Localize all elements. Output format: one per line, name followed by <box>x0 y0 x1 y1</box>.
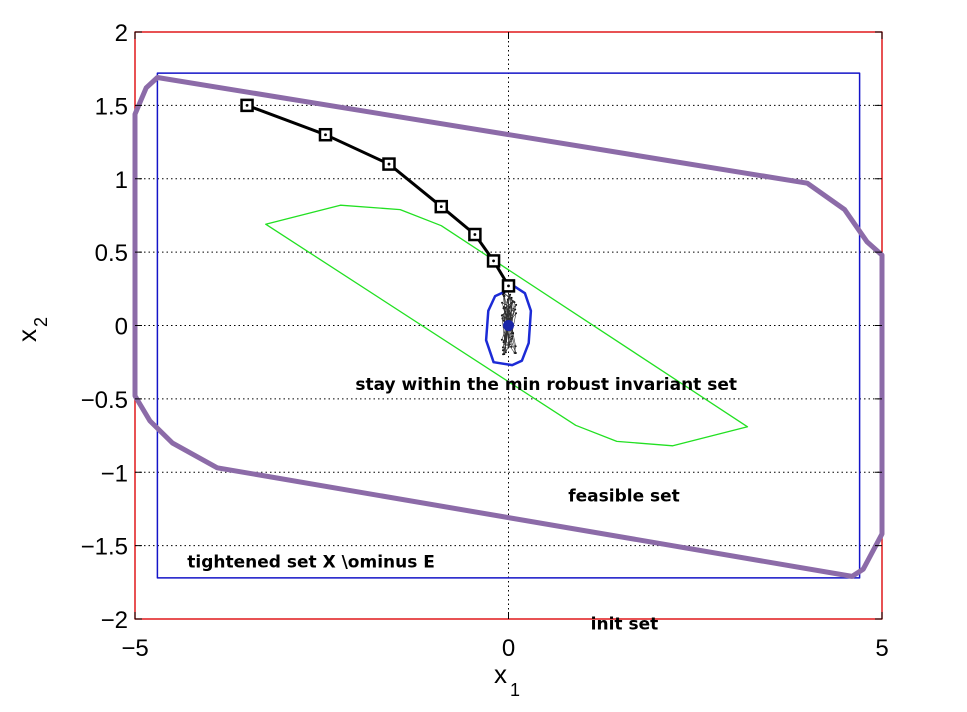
y-axis-label-group: x2 <box>12 317 51 342</box>
y-tick-label: 2 <box>115 20 128 47</box>
x-tick-label: 0 <box>502 635 515 662</box>
trajectory-marker-dot <box>492 259 495 263</box>
annotation-label: feasible set <box>568 487 680 507</box>
x-axis-label: x <box>494 659 507 689</box>
trajectory-marker-dot <box>473 233 477 236</box>
origin-marker <box>503 320 514 331</box>
x-tick-label: −5 <box>121 635 148 662</box>
y-tick-label: 1.5 <box>95 93 128 120</box>
y-axis-label-subscript: 2 <box>31 317 51 327</box>
trajectory <box>240 98 516 331</box>
tightened-set-polygon <box>156 72 861 579</box>
annotations: stay within the min robust invariant set… <box>187 375 737 634</box>
trajectory-marker-dot <box>507 284 510 288</box>
green-region-polygon <box>265 204 749 447</box>
annotation-label: stay within the min robust invariant set <box>355 375 737 395</box>
y-tick-label: −1 <box>101 460 128 487</box>
trajectory-marker-dot <box>324 133 327 137</box>
y-tick-label: −2 <box>101 607 128 634</box>
y-tick-label: 1 <box>115 167 128 194</box>
y-tick-label: −0.5 <box>81 387 128 414</box>
feasible-set-polygon <box>132 75 885 579</box>
trajectory-marker-dot <box>387 162 391 166</box>
x-tick-label: 5 <box>875 635 888 662</box>
annotation-label: tightened set X \ominus E <box>187 553 435 573</box>
x-axis-label-subscript: 1 <box>510 680 520 700</box>
y-tick-label: 0 <box>115 314 128 341</box>
annotation-label: init set <box>591 614 659 634</box>
trajectory-marker-dot <box>245 103 249 107</box>
y-tick-label: −1.5 <box>81 534 128 561</box>
y-axis-label: x <box>12 329 42 342</box>
trajectory-marker-dot <box>439 205 443 209</box>
y-tick-label: 0.5 <box>95 240 128 267</box>
robust-invariant-set-polygon <box>484 284 533 367</box>
ticks: −5 0 5 −2 −1.5 −1 −0.5 0 0.5 1 1.5 2 <box>81 20 889 662</box>
trajectory-noise-path <box>501 285 517 355</box>
trajectory-noise <box>500 285 518 356</box>
